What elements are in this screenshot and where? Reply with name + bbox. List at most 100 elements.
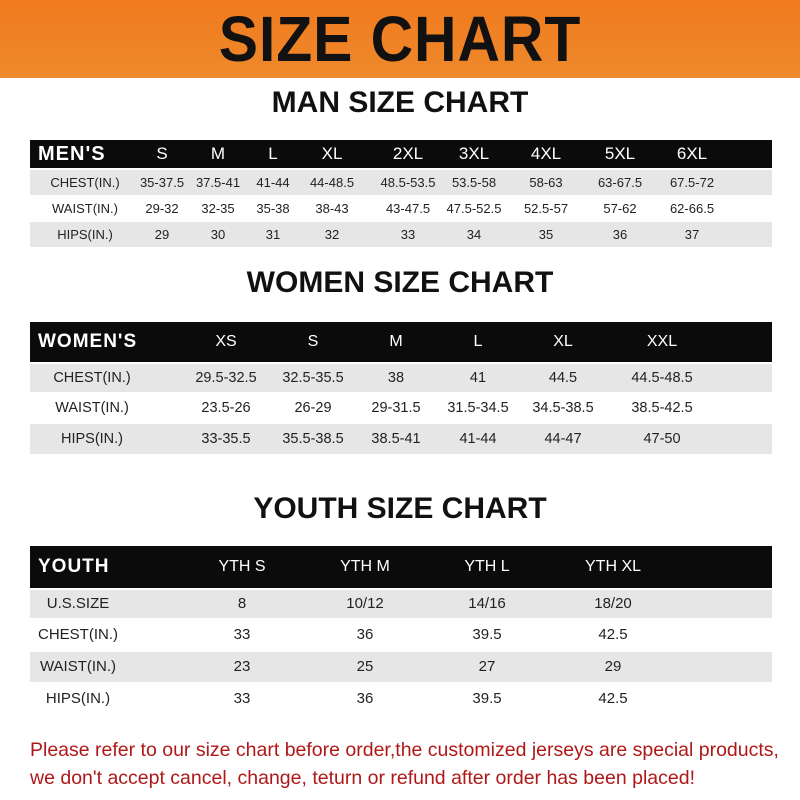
table-cell: 31.5-34.5	[447, 400, 509, 416]
table-cell: 38	[387, 370, 405, 386]
table-cell: YTH L	[464, 558, 510, 575]
table-cell: 52.5-57	[523, 201, 569, 216]
table-cell: 44-48.5	[309, 175, 355, 190]
table-cell: 63-67.5	[597, 175, 643, 190]
table-cell: 32	[324, 227, 340, 242]
table-cell: YTH S	[218, 558, 266, 575]
table-cell: XXL	[646, 333, 678, 350]
table-cell: 44.5-48.5	[631, 370, 693, 386]
row-label: WAIST(IN.)	[55, 400, 129, 416]
table-cell: 32.5-35.5	[282, 370, 344, 386]
table-cell: 43-47.5	[385, 201, 431, 216]
table-row: CHEST(IN.) 35-37.5 37.5-41 41-44 44-48.5 48.5…	[30, 170, 772, 195]
table-cell: 29-32	[145, 201, 179, 216]
banner: SIZE CHART	[0, 0, 800, 78]
table-cell: 41	[469, 370, 487, 386]
table-cell: 29.5-32.5	[195, 370, 257, 386]
table-cell: YTH M	[340, 558, 390, 575]
table-cell: L	[473, 333, 483, 350]
table-cell: 3XL	[458, 144, 490, 163]
table-cell: 29-31.5	[371, 400, 421, 416]
table-row: WAIST(IN.) 23 25 27 29	[30, 652, 772, 682]
table-cell: 25	[356, 658, 374, 675]
table-cell: 10/12	[346, 595, 384, 612]
table-cell: 5XL	[604, 144, 636, 163]
table-cell: 47.5-52.5	[446, 201, 502, 216]
row-label: CHEST(IN.)	[50, 175, 120, 190]
table-header-row: WOMEN'S XS S M L XL XXL	[30, 322, 772, 362]
row-label: HIPS(IN.)	[57, 227, 113, 242]
table-cell: 37	[684, 227, 700, 242]
table-cell: 2XL	[392, 144, 424, 163]
table-cell: L	[268, 144, 278, 163]
table-cell: 35	[538, 227, 554, 242]
table-cell: 4XL	[530, 144, 562, 163]
table-row: HIPS(IN.) 29 30 31 32 33 34 35 36 37	[30, 222, 772, 247]
table-row: CHEST(IN.) 29.5-32.5 32.5-35.5 38 41 44.5 44.5…	[30, 364, 772, 392]
table-cell: 34	[466, 227, 482, 242]
table-cell: 57-62	[603, 201, 637, 216]
table-cell: XL	[321, 144, 343, 163]
table-cell: 27	[478, 658, 496, 675]
table-cell: XS	[215, 333, 237, 350]
table-cell: 18/20	[594, 595, 632, 612]
table-cell: 41-44	[459, 431, 497, 447]
table-cell: XL	[553, 333, 573, 350]
table-cell: 38-43	[315, 201, 349, 216]
table-cell: 37.5-41	[195, 175, 241, 190]
table-cell: 29	[154, 227, 170, 242]
row-label: WAIST(IN.)	[39, 658, 117, 675]
table-cell: 47-50	[643, 431, 681, 447]
table-cell: 62-66.5	[669, 201, 715, 216]
table-cell: 33	[233, 690, 251, 707]
table-cell: 35.5-38.5	[282, 431, 344, 447]
table-cell: YTH XL	[584, 558, 642, 575]
table-row: U.S.SIZE 8 10/12 14/16 18/20	[30, 590, 772, 618]
row-label: U.S.SIZE	[46, 595, 110, 612]
men-title: MAN SIZE CHART	[271, 86, 529, 119]
table-row: WAIST(IN.) 23.5-26 26-29 29-31.5 31.5-34.5 34…	[30, 394, 772, 422]
table-cell: 30	[210, 227, 226, 242]
row-label: WOMEN'S	[38, 331, 138, 352]
table-cell: 6XL	[676, 144, 708, 163]
row-label: YOUTH	[38, 556, 110, 577]
table-cell: 35-38	[256, 201, 290, 216]
table-row: HIPS(IN.) 33-35.5 35.5-38.5 38.5-41 41-44 44-…	[30, 424, 772, 454]
table-cell: 58-63	[529, 175, 563, 190]
table-cell: 32-35	[201, 201, 235, 216]
table-cell: 44-47	[544, 431, 582, 447]
table-cell: 41-44	[256, 175, 290, 190]
table-header-row: YOUTH YTH S YTH M YTH L YTH XL	[30, 546, 772, 588]
table-cell: 36	[612, 227, 628, 242]
table-header-row: MEN'S S M L XL 2XL 3XL 4XL 5XL 6XL	[30, 140, 772, 168]
disclaimer-note: Please refer to our size chart before or…	[30, 739, 779, 789]
row-label: HIPS(IN.)	[45, 690, 111, 707]
table-cell: 44.5	[548, 370, 578, 386]
table-cell: 36	[356, 626, 374, 643]
table-cell: 36	[356, 690, 374, 707]
table-cell: 14/16	[468, 595, 506, 612]
table-cell: 33-35.5	[201, 431, 251, 447]
table-cell: 26-29	[294, 400, 332, 416]
table-cell: 42.5	[598, 690, 628, 707]
table-cell: 39.5	[472, 690, 502, 707]
table-cell: 23	[233, 658, 251, 675]
table-cell: 53.5-58	[451, 175, 497, 190]
page-title: SIZE CHART	[218, 3, 582, 75]
row-label: MEN'S	[38, 143, 106, 165]
table-cell: 33	[400, 227, 416, 242]
table-cell: S	[307, 333, 319, 350]
table-row: WAIST(IN.) 29-32 32-35 35-38 38-43 43-47.5 47.…	[30, 197, 772, 220]
table-cell: 34.5-38.5	[532, 400, 594, 416]
row-label: CHEST(IN.)	[38, 626, 118, 643]
youth-title: YOUTH SIZE CHART	[253, 492, 547, 525]
table-cell: 39.5	[472, 626, 502, 643]
table-cell: 23.5-26	[201, 400, 251, 416]
row-label: CHEST(IN.)	[53, 370, 131, 386]
row-label: HIPS(IN.)	[60, 431, 124, 447]
table-cell: 31	[265, 227, 281, 242]
table-cell: 38.5-42.5	[631, 400, 693, 416]
women-title: WOMEN SIZE CHART	[246, 266, 554, 299]
table-cell: 67.5-72	[669, 175, 715, 190]
table-cell: S	[156, 144, 168, 163]
